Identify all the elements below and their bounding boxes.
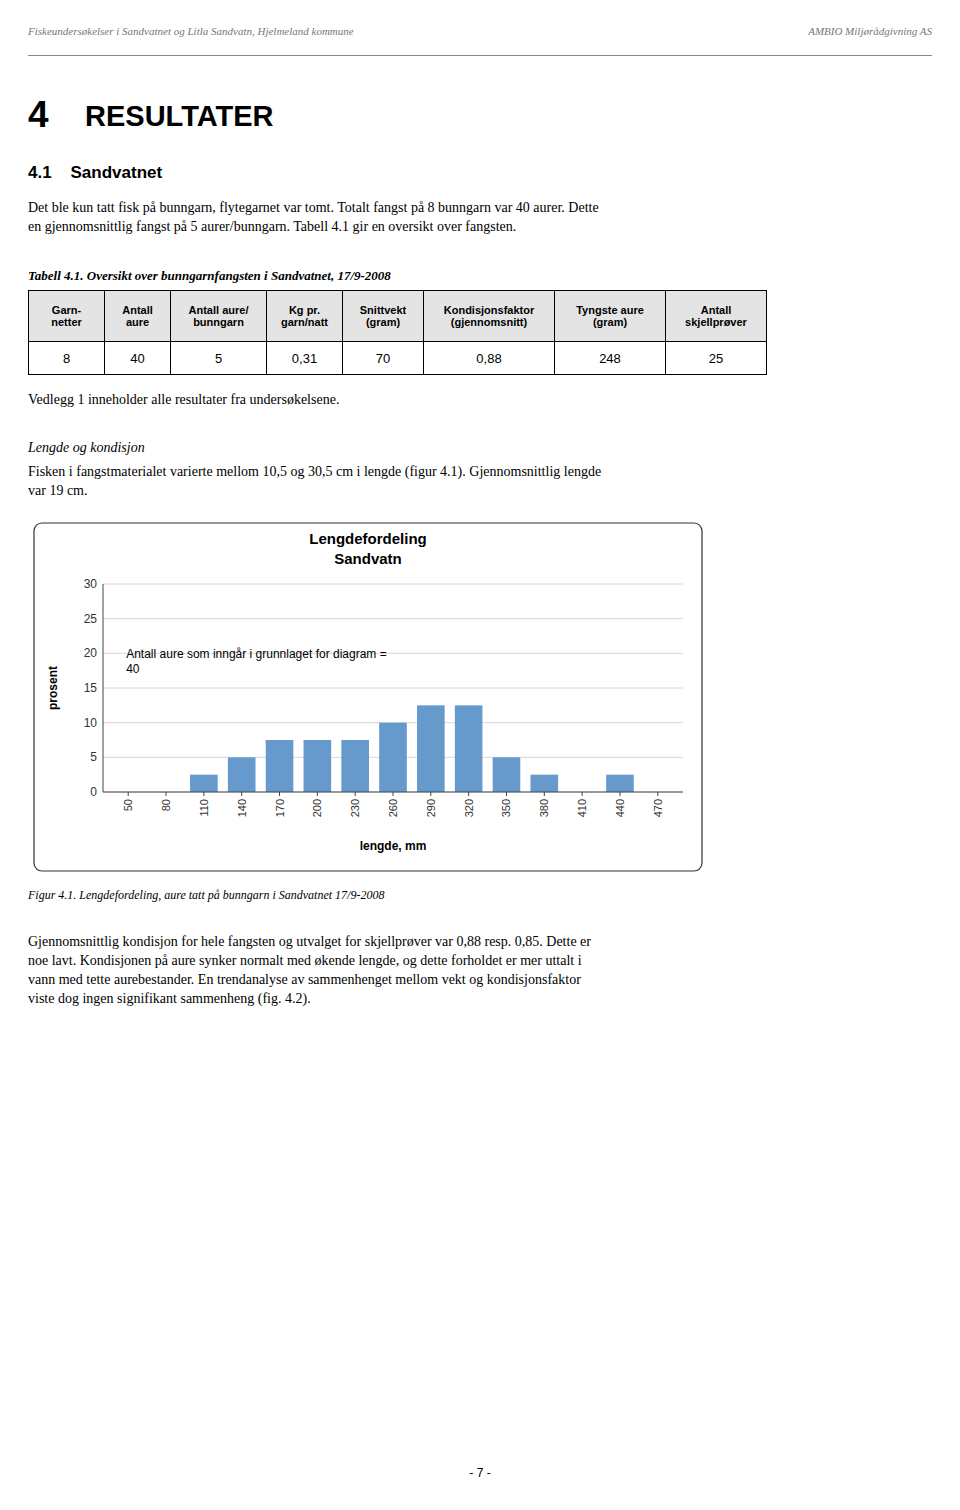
x-tick	[657, 792, 658, 796]
x-tick-label: 470	[652, 799, 664, 817]
bar	[493, 757, 521, 792]
chart-title: Lengdefordeling	[309, 530, 427, 547]
x-tick	[393, 792, 394, 796]
x-tick-label: 410	[576, 799, 588, 817]
grid-line	[103, 584, 683, 585]
x-tick-label: 350	[500, 799, 512, 817]
table-cell: 5	[171, 342, 267, 375]
bar	[190, 775, 218, 792]
x-tick-label: 290	[425, 799, 437, 817]
x-tick-label: 50	[122, 799, 134, 811]
bar	[228, 757, 256, 792]
grid-line	[103, 618, 683, 619]
x-tick-label: 440	[614, 799, 626, 817]
x-tick	[317, 792, 318, 796]
y-tick-label: 25	[84, 612, 98, 626]
bar	[606, 775, 634, 792]
annotation: Antall aure som inngår i grunnlaget for …	[126, 647, 386, 676]
header-left: Fiskeundersøkelser i Sandvatnet og Litla…	[28, 25, 354, 37]
annotation-line: 40	[126, 662, 140, 676]
y-axis-line	[103, 584, 104, 792]
table-header: Antall aure/ bunngarn	[171, 291, 267, 342]
header-rule	[28, 55, 932, 56]
page: {"page": { "header_left": "Fiskeundersøk…	[0, 0, 960, 1510]
y-tick-label: 0	[90, 785, 97, 799]
section-number: 4	[28, 94, 49, 136]
x-tick-label: 320	[463, 799, 475, 817]
table-header: Antall aure	[105, 291, 171, 342]
paragraph: Fisken i fangstmaterialet varierte mello…	[28, 462, 601, 500]
table-header: Snittvekt (gram)	[343, 291, 424, 342]
table-header: Tyngste aure (gram)	[555, 291, 666, 342]
x-tick-label: 140	[236, 799, 248, 817]
x-tick	[619, 792, 620, 796]
bars	[190, 705, 634, 792]
paragraph: Vedlegg 1 inneholder alle resultater fra…	[28, 392, 339, 408]
bar	[417, 705, 445, 792]
results-table: Garn- netterAntall aureAntall aure/ bunn…	[28, 290, 767, 375]
y-tick-label: 10	[84, 716, 98, 730]
table-header: Garn- netter	[29, 291, 105, 342]
x-tick	[582, 792, 583, 796]
y-tick-label: 20	[84, 646, 98, 660]
annotation-line: Antall aure som inngår i grunnlaget for …	[126, 647, 386, 661]
bar	[304, 740, 332, 792]
page-number: - 7 -	[0, 1466, 960, 1480]
y-tick-label: 5	[90, 750, 97, 764]
chart: Lengdefordeling Sandvatn 0 5 10 15 20 25 30 50 80 1…	[33, 522, 703, 872]
x-tick-label: 170	[274, 799, 286, 817]
x-tick	[279, 792, 280, 796]
subsection: 4.1 Sandvatnet	[28, 163, 162, 183]
paragraph: Det ble kun tatt fisk på bunngarn, flyte…	[28, 198, 599, 236]
x-tick	[166, 792, 167, 796]
y-tick-label: 15	[84, 681, 98, 695]
bar	[341, 740, 369, 792]
table-header: Antall skjellprøver	[666, 291, 767, 342]
x-tick-label: 260	[387, 799, 399, 817]
table-cell: 0,88	[424, 342, 555, 375]
x-tick	[544, 792, 545, 796]
table-cell: 70	[343, 342, 424, 375]
table-cell: 8	[29, 342, 105, 375]
bar	[379, 723, 407, 792]
x-tick	[506, 792, 507, 796]
figure-caption: Figur 4.1. Lengdefordeling, aure tatt på…	[28, 888, 384, 903]
bar	[455, 705, 483, 792]
x-tick	[128, 792, 129, 796]
x-tick-label: 230	[349, 799, 361, 817]
x-tick	[355, 792, 356, 796]
x-tick-label: 80	[160, 799, 172, 811]
paragraph-title: Lengde og kondisjon	[28, 440, 145, 456]
x-tick	[203, 792, 204, 796]
x-axis-label: lengde, mm	[360, 839, 427, 853]
table-header: Kondisjonsfaktor (gjennomsnitt)	[424, 291, 555, 342]
table-cell: 248	[555, 342, 666, 375]
table-caption: Tabell 4.1. Oversikt over bunngarnfangst…	[28, 268, 391, 284]
x-tick	[468, 792, 469, 796]
table-cell: 25	[666, 342, 767, 375]
table-cell: 0,31	[267, 342, 343, 375]
table-header-row: Garn- netterAntall aureAntall aure/ bunn…	[29, 291, 767, 342]
header-right: AMBIO Miljørådgivning AS	[808, 25, 932, 37]
table-header: Kg pr. garn/natt	[267, 291, 343, 342]
paragraph: Gjennomsnittlig kondisjon for hele fangs…	[28, 932, 591, 1008]
x-tick	[241, 792, 242, 796]
table-cell: 40	[105, 342, 171, 375]
bar	[266, 740, 294, 792]
table-data-row: 84050,31700,8824825	[29, 342, 767, 375]
table-wrap: Garn- netterAntall aureAntall aure/ bunn…	[28, 290, 767, 375]
section-title: RESULTATER	[85, 100, 274, 133]
chart-subtitle: Sandvatn	[334, 550, 402, 567]
bar	[530, 775, 558, 792]
chart-box	[34, 523, 702, 871]
y-tick-label: 30	[84, 577, 98, 591]
x-tick-label: 110	[198, 799, 210, 817]
grid-line	[103, 688, 683, 689]
x-tick-label: 380	[538, 799, 550, 817]
x-tick	[430, 792, 431, 796]
y-axis-label: prosent	[46, 666, 60, 710]
x-tick-label: 200	[311, 799, 323, 817]
